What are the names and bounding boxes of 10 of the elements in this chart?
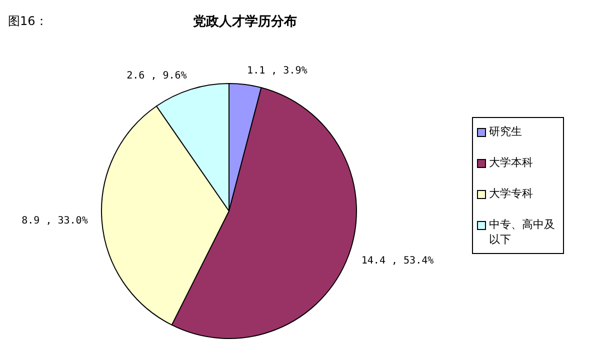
data-label: 14.4 , 53.4%	[361, 256, 434, 267]
legend-label: 中专、高中及以下	[489, 217, 556, 247]
data-label: 1.1 , 3.9%	[247, 65, 308, 76]
data-label: 8.9 , 33.0%	[22, 215, 88, 226]
legend-label: 大学专科	[489, 186, 533, 201]
caption: 图16：	[8, 14, 48, 28]
data-label: 2.6 , 9.6%	[126, 70, 187, 82]
legend-label: 研究生	[489, 124, 522, 139]
legend-label: 大学本科	[489, 155, 533, 170]
chart-title: 党政人才学历分布	[192, 14, 297, 30]
